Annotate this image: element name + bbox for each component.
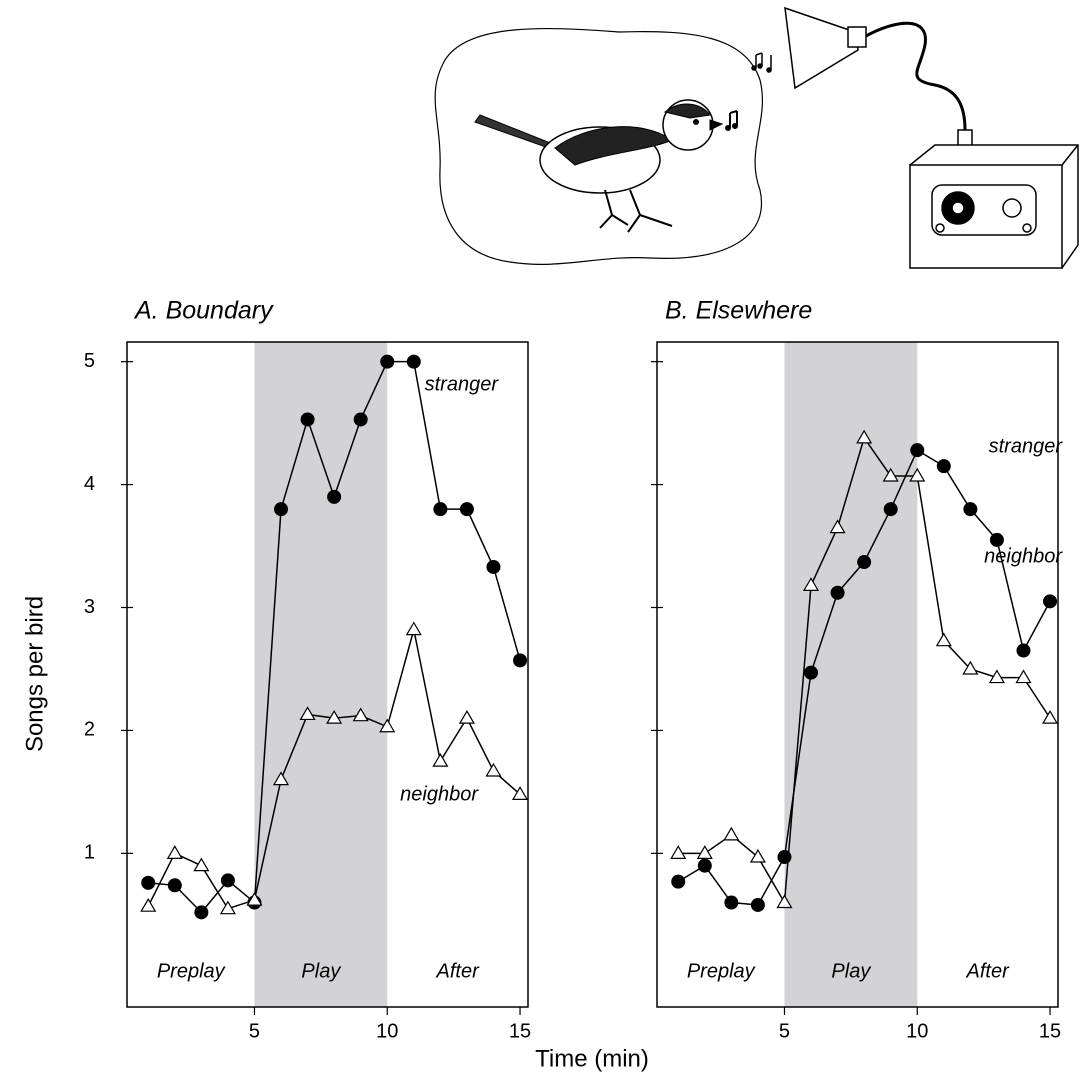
triangle-marker xyxy=(937,634,951,646)
circle-marker xyxy=(884,502,898,516)
circle-marker xyxy=(433,502,447,516)
y-tick-label: 5 xyxy=(84,350,95,372)
notes xyxy=(752,53,771,72)
circle-marker xyxy=(327,490,341,504)
circle-marker xyxy=(857,555,871,569)
circle-marker xyxy=(407,355,421,369)
triangle-marker xyxy=(751,850,765,862)
triangle-marker xyxy=(671,846,685,858)
x-tick-label: 15 xyxy=(509,1020,531,1042)
x-tick-label: 5 xyxy=(779,1020,790,1042)
tape-player xyxy=(910,130,1078,268)
triangle-marker xyxy=(1016,671,1030,683)
circle-marker xyxy=(777,850,791,864)
triangle-marker xyxy=(1043,711,1057,723)
triangle-marker xyxy=(460,711,474,723)
triangle-marker xyxy=(724,828,738,840)
phase-label: Preplay xyxy=(687,960,756,982)
series-label: stranger xyxy=(425,373,500,395)
circle-marker xyxy=(724,896,738,910)
circle-marker xyxy=(671,875,685,889)
circle-marker xyxy=(460,502,474,516)
circle-marker xyxy=(1016,644,1030,658)
phase-label: Play xyxy=(301,960,341,982)
circle-marker xyxy=(513,653,527,667)
panel-title: B. Elsewhere xyxy=(665,297,812,325)
circle-marker xyxy=(354,412,368,426)
triangle-marker xyxy=(168,846,182,858)
circle-marker xyxy=(963,502,977,516)
phase-label: Preplay xyxy=(157,960,226,982)
phase-label: After xyxy=(436,960,481,982)
series-label: neighbor xyxy=(400,783,479,805)
triangle-marker xyxy=(486,764,500,776)
triangle-marker xyxy=(407,623,421,635)
circle-marker xyxy=(831,586,845,600)
circle-marker xyxy=(910,443,924,457)
series-label: stranger xyxy=(989,435,1064,457)
circle-marker xyxy=(937,459,951,473)
x-tick-label: 10 xyxy=(906,1020,928,1042)
y-tick-label: 3 xyxy=(84,596,95,618)
y-tick-label: 4 xyxy=(84,473,95,495)
panel-title: A. Boundary xyxy=(133,297,274,325)
triangle-marker xyxy=(194,859,208,871)
phase-label: Play xyxy=(831,960,871,982)
circle-marker xyxy=(751,898,765,912)
x-axis-label: Time (min) xyxy=(535,1045,649,1072)
circle-marker xyxy=(221,873,235,887)
triangle-marker xyxy=(433,754,447,766)
circle-marker xyxy=(698,859,712,873)
bird xyxy=(475,100,738,232)
triangle-marker xyxy=(141,899,155,911)
y-tick-label: 2 xyxy=(84,719,95,741)
phase-label: After xyxy=(966,960,1011,982)
y-axis-label: Songs per bird xyxy=(21,596,48,752)
circle-marker xyxy=(141,876,155,890)
speaker xyxy=(785,8,965,130)
circle-marker xyxy=(274,502,288,516)
circle-marker xyxy=(380,355,394,369)
circle-marker xyxy=(804,666,818,680)
circle-marker xyxy=(194,905,208,919)
circle-marker xyxy=(486,560,500,574)
x-tick-label: 15 xyxy=(1039,1020,1061,1042)
circle-marker xyxy=(301,412,315,426)
play-shade xyxy=(254,342,387,1007)
circle-marker xyxy=(168,878,182,892)
illustration xyxy=(435,8,1078,268)
figure: Songs per bird Time (min) A. Boundary Pre… xyxy=(0,0,1081,1084)
x-tick-label: 10 xyxy=(376,1020,398,1042)
triangle-marker xyxy=(698,846,712,858)
series-label: neighbor xyxy=(984,545,1063,567)
y-tick-label: 1 xyxy=(84,842,95,864)
x-tick-label: 5 xyxy=(249,1020,260,1042)
circle-marker xyxy=(1043,594,1057,608)
